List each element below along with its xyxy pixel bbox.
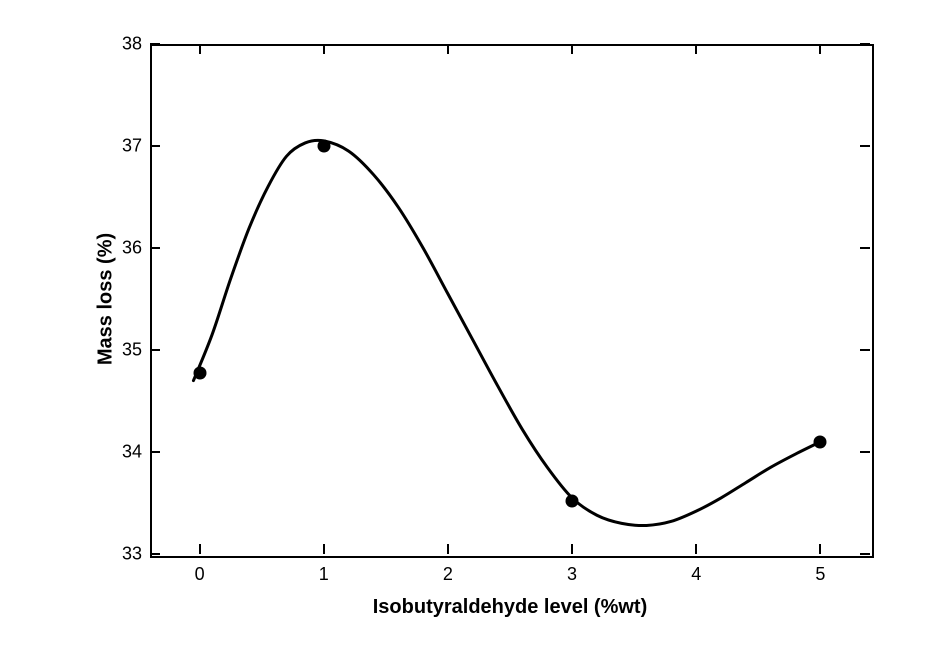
y-tick [860, 247, 870, 249]
x-tick-label: 0 [195, 564, 205, 585]
y-tick [860, 145, 870, 147]
y-tick-label: 33 [102, 544, 142, 565]
x-tick [323, 44, 325, 54]
x-tick-label: 2 [443, 564, 453, 585]
y-tick [150, 247, 160, 249]
x-tick-label: 5 [815, 564, 825, 585]
x-tick-label: 3 [567, 564, 577, 585]
x-tick [323, 544, 325, 554]
y-tick [150, 145, 160, 147]
x-tick-label: 1 [319, 564, 329, 585]
x-tick [695, 44, 697, 54]
y-tick [150, 451, 160, 453]
y-tick [150, 553, 160, 555]
y-tick-label: 37 [102, 136, 142, 157]
data-marker [814, 435, 827, 448]
x-tick [447, 544, 449, 554]
x-tick [819, 44, 821, 54]
y-tick-label: 38 [102, 34, 142, 55]
data-marker [193, 367, 206, 380]
x-tick [199, 44, 201, 54]
y-tick [860, 43, 870, 45]
series-line [193, 140, 820, 525]
x-axis-label: Isobutyraldehyde level (%wt) [373, 596, 648, 619]
data-marker [566, 494, 579, 507]
y-axis-label: Mass loss (%) [95, 233, 118, 365]
x-tick [571, 544, 573, 554]
y-tick [860, 451, 870, 453]
y-tick [860, 349, 870, 351]
x-tick [199, 544, 201, 554]
chart-container: 333435363738012345 Mass loss (%) Isobuty… [0, 0, 942, 648]
y-tick-label: 34 [102, 442, 142, 463]
x-tick-label: 4 [691, 564, 701, 585]
x-tick [447, 44, 449, 54]
x-tick [695, 544, 697, 554]
x-tick [571, 44, 573, 54]
x-tick [819, 544, 821, 554]
y-tick [150, 43, 160, 45]
y-tick [150, 349, 160, 351]
y-tick [860, 553, 870, 555]
data-marker [317, 140, 330, 153]
